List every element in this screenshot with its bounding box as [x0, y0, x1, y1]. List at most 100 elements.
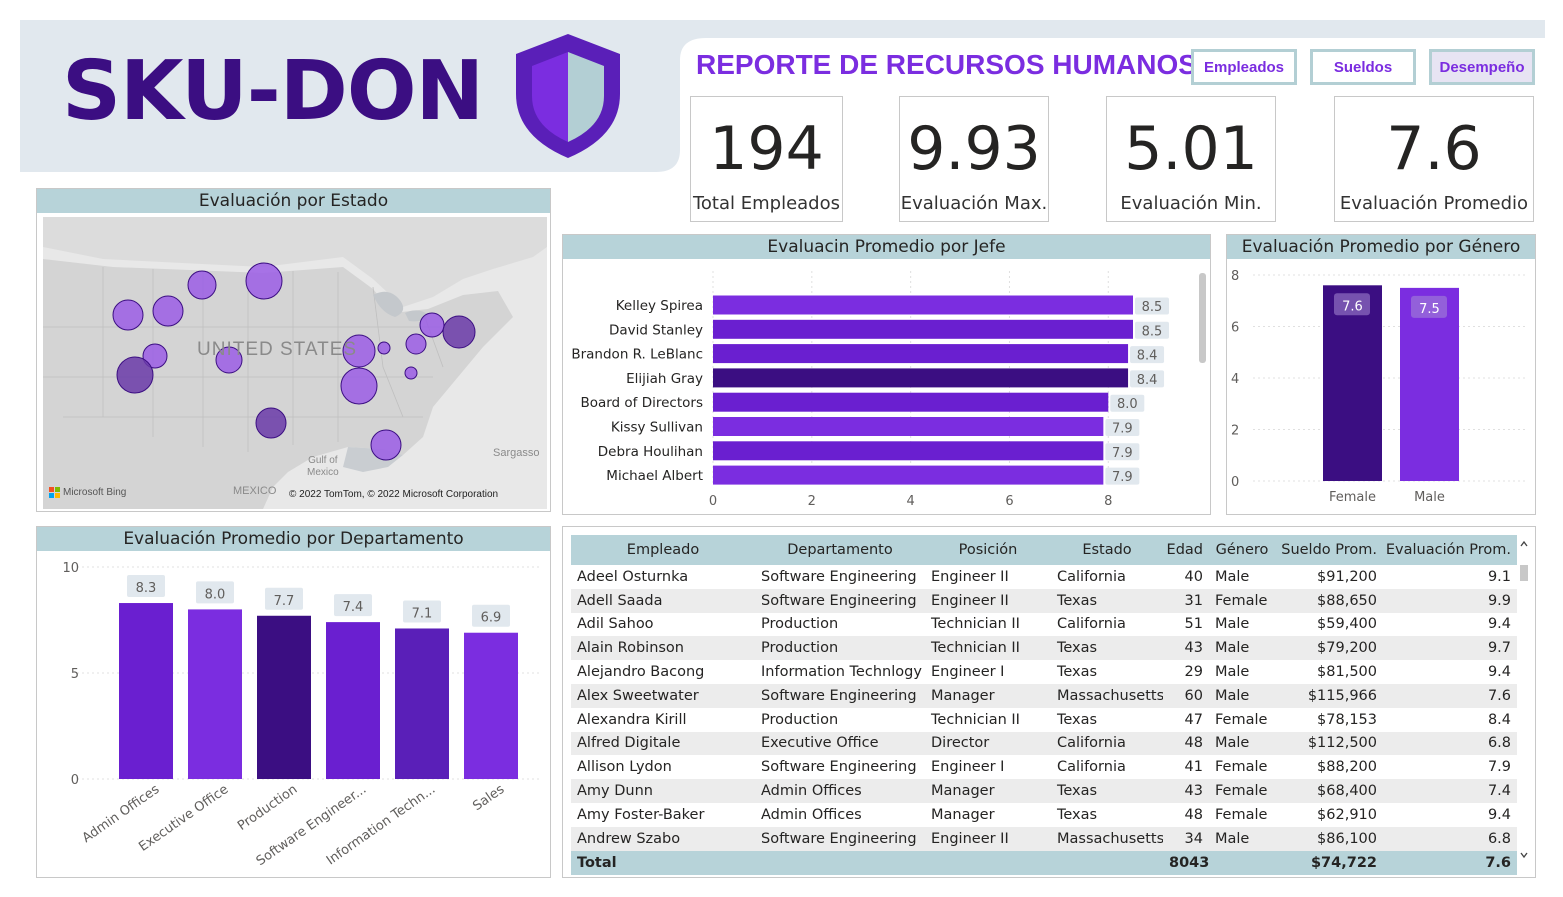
column-header-genero[interactable]: Género [1209, 535, 1275, 565]
cell-evaluacion: 7.6 [1383, 683, 1517, 708]
table-row[interactable]: Adil Sahoo Production Technician II Califor… [571, 613, 1517, 637]
kpi-label: Total Empleados [692, 193, 840, 214]
table-row[interactable]: Allison Lydon Software Engineering Enginee… [571, 755, 1517, 779]
table-scrollbar[interactable] [1519, 537, 1529, 862]
cell-posicion: Engineer I [931, 759, 1005, 776]
bing-attribution: Microsoft Bing [49, 487, 126, 498]
bar [464, 632, 518, 779]
cell-sueldo: $68,400 [1275, 779, 1383, 803]
scroll-thumb [1520, 565, 1528, 581]
cell-sueldo: $62,910 [1317, 806, 1377, 823]
table-row[interactable]: Andrew Szabo Software Engineering Engineer… [571, 826, 1517, 851]
cell-departamento: Software Engineering [761, 568, 917, 585]
table-row[interactable]: Adeel Osturnka Software Engineering Engine… [571, 565, 1517, 589]
bar [713, 441, 1104, 461]
cell-genero: Male [1209, 683, 1275, 708]
nav-button-desempeno[interactable]: Desempeño [1429, 49, 1535, 85]
cell-estado: Texas [1057, 711, 1098, 728]
cell-genero: Male [1215, 616, 1250, 633]
cell-estado: Texas [1051, 636, 1163, 661]
nav-button-sueldos[interactable]: Sueldos [1310, 49, 1416, 85]
kpi-value: 9.93 [907, 114, 1041, 184]
total-label: Total [571, 850, 755, 875]
cell-posicion: Engineer I [931, 664, 1005, 681]
cell-sueldo: $86,100 [1275, 826, 1383, 851]
data-label-background [1105, 419, 1140, 436]
category-label: Kelley Spirea [616, 298, 703, 314]
data-label: 7.9 [1112, 446, 1133, 461]
bar [1400, 287, 1459, 481]
cell-departamento: Software Engineering [755, 683, 925, 708]
map-mexico-label: MEXICO [233, 485, 277, 497]
cell-evaluacion: 9.4 [1487, 616, 1511, 633]
bar [713, 465, 1104, 485]
category-label: Software Engineer... [254, 782, 370, 869]
nav-button-empleados[interactable]: Empleados [1191, 49, 1297, 85]
cell-empleado: Alex Sweetwater [571, 683, 755, 708]
category-label: Debra Houlihan [598, 444, 703, 460]
column-header-empleado[interactable]: Empleado [571, 535, 755, 565]
employee-table: Empleado Departamento Posición Estado Ed… [571, 535, 1517, 875]
cell-genero: Female [1215, 711, 1268, 728]
cell-departamento: Executive Office [755, 731, 925, 756]
data-label-background [265, 587, 303, 610]
data-label-background [1411, 295, 1447, 318]
cell-sueldo: $59,400 [1317, 616, 1377, 633]
chart-scrollbar[interactable] [1199, 273, 1206, 363]
cell-posicion: Technician II [925, 636, 1051, 661]
total-empty-cell [925, 850, 1051, 875]
cell-posicion: Manager [925, 779, 1051, 803]
column-header-posicion[interactable]: Posición [925, 535, 1051, 565]
cell-evaluacion: 9.4 [1487, 664, 1511, 681]
table-row[interactable]: Amy Foster-Baker Admin Offices Manager Texa… [571, 803, 1517, 827]
map-country-label: UNITED STATES [197, 339, 358, 360]
map-area[interactable]: UNITED STATES Gulf of Mexico MEXICO Sarg… [43, 217, 547, 509]
bar [713, 344, 1129, 364]
cell-sueldo: $112,500 [1275, 731, 1383, 756]
kpi-value: 7.6 [1386, 114, 1482, 184]
total-edad: 8043 [1163, 850, 1209, 875]
table-header-row: Empleado Departamento Posición Estado Ed… [571, 535, 1517, 565]
kpi-card-evaluacion-min: 5.01 Evaluación Min. [1106, 96, 1276, 222]
data-label: 6.9 [481, 611, 502, 626]
table-row[interactable]: Amy Dunn Admin Offices Manager Texas 43 Femal… [571, 779, 1517, 803]
table-row[interactable]: Alexandra Kirill Production Technician II T… [571, 708, 1517, 732]
cell-evaluacion: 9.9 [1383, 588, 1517, 613]
cell-genero: Male [1215, 664, 1250, 681]
data-label: 7.1 [412, 606, 433, 621]
cell-posicion: Technician II [931, 616, 1020, 633]
y-tick-label: 0 [71, 773, 79, 788]
total-empty-cell [1209, 850, 1275, 875]
total-sueldo: $74,722 [1275, 850, 1383, 875]
bar [188, 609, 242, 779]
table-row[interactable]: Adell Saada Software Engineering Engineer … [571, 588, 1517, 613]
cell-evaluacion: 9.4 [1487, 806, 1511, 823]
panel-title: Evaluación por Estado [37, 189, 550, 213]
table-row[interactable]: Alain Robinson Production Technician II Tex… [571, 636, 1517, 661]
cell-departamento: Production [755, 636, 925, 661]
scroll-down-icon [1520, 852, 1528, 859]
cell-estado: Texas [1057, 806, 1098, 823]
kpi-value: 5.01 [1124, 114, 1258, 184]
table-row[interactable]: Alfred Digitale Executive Office Director C… [571, 731, 1517, 756]
cell-departamento: Software Engineering [761, 759, 917, 776]
table-row[interactable]: Alejandro Bacong Information Technlogy Eng… [571, 660, 1517, 684]
column-header-estado[interactable]: Estado [1051, 535, 1163, 565]
report-title: REPORTE DE RECURSOS HUMANOS [696, 49, 1197, 80]
table-row[interactable]: Alex Sweetwater Software Engineering Manag… [571, 683, 1517, 708]
cell-edad: 51 [1184, 616, 1203, 633]
data-label-background [472, 604, 510, 627]
shield-logo-icon [516, 34, 620, 158]
cell-edad: 40 [1184, 568, 1203, 585]
bar [713, 392, 1109, 412]
column-header-departamento[interactable]: Departamento [755, 535, 925, 565]
column-header-evaluacion[interactable]: Evaluación Prom. [1383, 535, 1517, 565]
column-header-sueldo[interactable]: Sueldo Prom. [1275, 535, 1383, 565]
column-header-edad[interactable]: Edad [1163, 535, 1209, 565]
cell-empleado: Andrew Szabo [571, 826, 755, 851]
kpi-label: Evaluación Min. [1120, 193, 1262, 214]
cell-estado: Massachusetts [1051, 683, 1163, 708]
bar [326, 622, 380, 779]
y-tick-label: 6 [1231, 321, 1239, 336]
